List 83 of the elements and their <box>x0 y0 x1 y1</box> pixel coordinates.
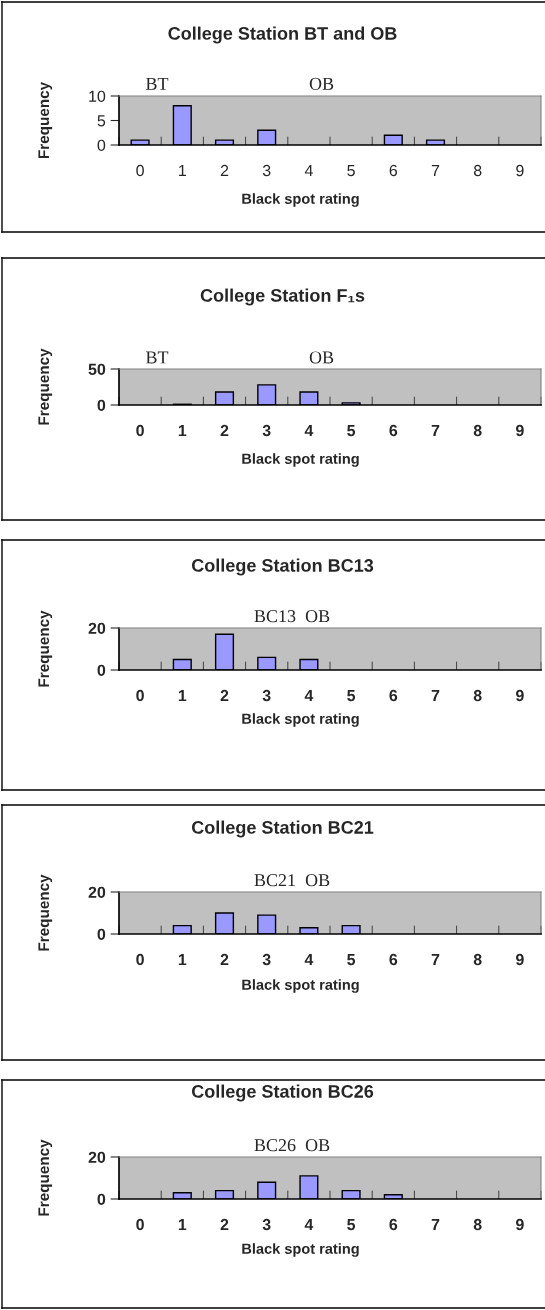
x-tick-label: 5 <box>347 690 356 702</box>
y-tick-label: 50 <box>88 363 106 375</box>
y-tick-label: 0 <box>97 928 106 940</box>
y-tick-label: 0 <box>97 139 106 151</box>
x-tick-label: 0 <box>136 953 144 966</box>
y-tick-label: 0 <box>97 1193 106 1205</box>
x-tick-label: 1 <box>179 165 186 177</box>
y-axis-title: Frequency <box>38 348 53 425</box>
x-tick-label: 4 <box>304 690 314 702</box>
y-tick-label: 10 <box>89 90 106 102</box>
x-tick-label: 3 <box>262 1218 271 1231</box>
text: OB <box>309 351 334 364</box>
y-tick-label: 0 <box>97 399 106 411</box>
x-tick-label: 1 <box>178 954 187 966</box>
y-axis-title: Frequency <box>38 81 53 159</box>
x-tick-label: 4 <box>304 165 313 177</box>
y-axis-title: Frequency <box>38 874 53 951</box>
chart-title: College Station BC21 <box>191 820 374 838</box>
x-tick-label: 8 <box>473 953 482 966</box>
x-axis-title: Black spot rating <box>242 193 359 207</box>
x-tick-label: 6 <box>389 164 398 177</box>
y-axis-title: Frequency <box>38 610 53 687</box>
x-axis-title: Black spot rating <box>242 453 359 467</box>
x-tick-label: 5 <box>347 425 356 437</box>
x-tick-label: 5 <box>347 1219 356 1231</box>
x-tick-label: 2 <box>220 689 229 702</box>
text: BC21 OB <box>254 874 330 887</box>
x-tick-label: 9 <box>516 689 524 702</box>
y-tick-label: 20 <box>88 622 106 634</box>
x-tick-label: 7 <box>431 425 440 437</box>
x-tick-label: 1 <box>178 425 187 437</box>
x-tick-label: 0 <box>136 1218 144 1231</box>
x-tick-label: 6 <box>389 1218 398 1231</box>
x-tick-label: 7 <box>431 1219 440 1231</box>
x-tick-label: 9 <box>516 953 524 966</box>
x-tick-label: 6 <box>389 689 398 702</box>
x-tick-label: 2 <box>220 164 229 177</box>
x-tick-label: 3 <box>262 689 271 702</box>
x-tick-label: 5 <box>347 165 355 177</box>
x-tick-label: 8 <box>473 689 482 702</box>
chart-title: College Station BC13 <box>191 558 374 576</box>
x-tick-label: 0 <box>136 424 144 437</box>
x-tick-label: 2 <box>220 953 229 966</box>
text: BC26 OB <box>254 1139 330 1152</box>
chart-title: College Station F₁s <box>200 288 365 306</box>
x-tick-label: 3 <box>262 424 271 437</box>
x-tick-label: 0 <box>136 689 144 702</box>
x-axis-title: Black spot rating <box>242 979 359 993</box>
x-tick-label: 7 <box>431 954 440 966</box>
y-tick-label: 0 <box>97 664 106 676</box>
chart-title: College Station BC26 <box>191 1084 374 1102</box>
x-tick-label: 6 <box>389 424 398 437</box>
y-tick-label: 20 <box>88 886 106 898</box>
text: BC13 OB <box>254 610 330 623</box>
x-tick-label: 7 <box>431 165 440 177</box>
x-tick-label: 4 <box>304 954 314 966</box>
x-tick-label: 1 <box>178 1219 187 1231</box>
x-tick-label: 3 <box>262 953 271 966</box>
x-tick-label: 5 <box>347 954 356 966</box>
text: BT <box>145 351 169 364</box>
y-axis-title: Frequency <box>38 1139 53 1216</box>
x-axis-title: Black spot rating <box>242 1243 359 1257</box>
x-tick-label: 2 <box>220 424 229 437</box>
y-tick-label: 5 <box>97 115 106 127</box>
x-tick-label: 9 <box>516 1218 524 1231</box>
x-axis-title: Black spot rating <box>242 713 359 727</box>
x-tick-label: 4 <box>304 1219 314 1231</box>
x-tick-label: 8 <box>473 1218 482 1231</box>
x-tick-label: 8 <box>473 164 482 177</box>
text: OB <box>309 77 334 90</box>
x-tick-label: 3 <box>262 164 271 177</box>
text: BT <box>145 77 169 90</box>
x-tick-label: 9 <box>516 164 524 177</box>
chart-title: College Station BT and OB <box>168 26 397 44</box>
x-tick-label: 0 <box>136 164 144 177</box>
x-tick-label: 6 <box>389 953 398 966</box>
x-tick-label: 9 <box>516 424 524 437</box>
y-tick-label: 20 <box>88 1151 106 1163</box>
x-tick-label: 4 <box>304 425 314 437</box>
x-tick-label: 2 <box>220 1218 229 1231</box>
x-tick-label: 8 <box>473 424 482 437</box>
x-tick-label: 1 <box>178 690 187 702</box>
x-tick-label: 7 <box>431 690 440 702</box>
